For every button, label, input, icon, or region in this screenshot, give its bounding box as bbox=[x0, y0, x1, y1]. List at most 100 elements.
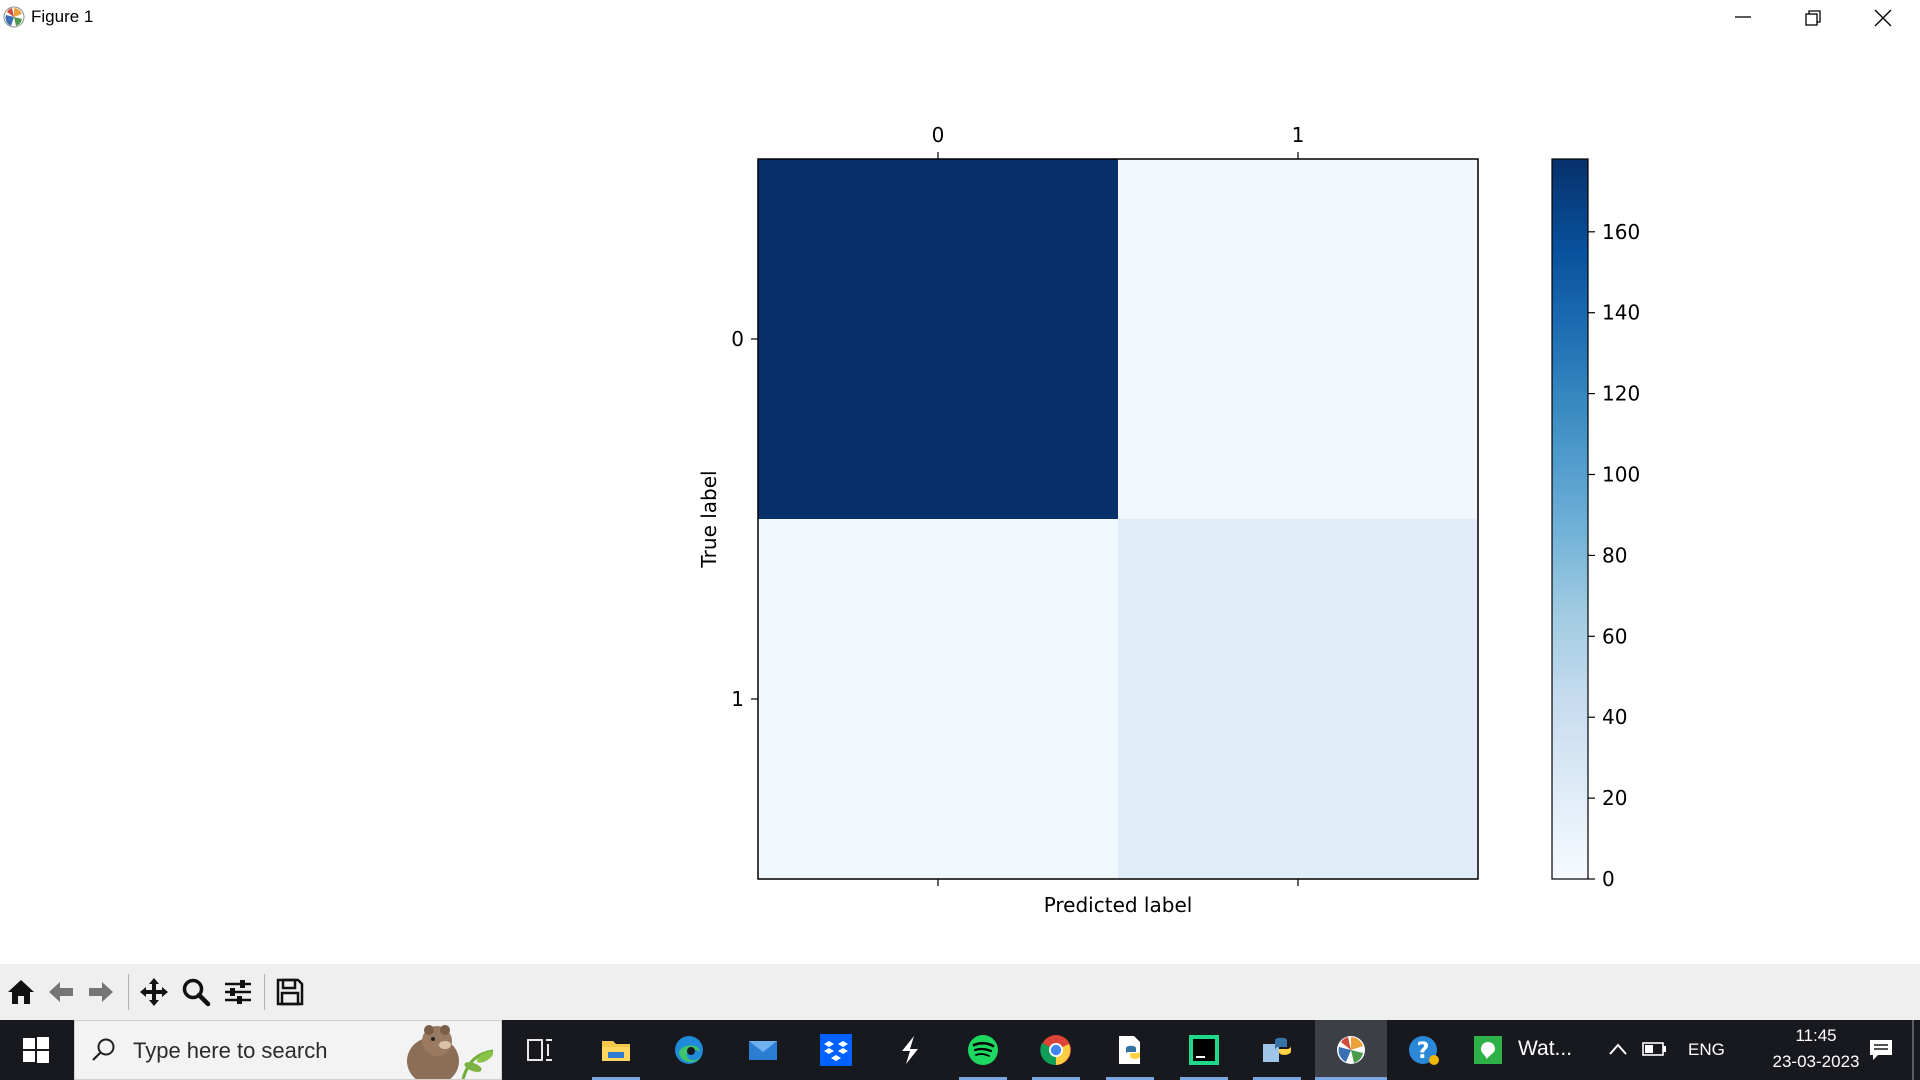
save-icon bbox=[276, 978, 304, 1006]
matplotlib-toolbar bbox=[0, 964, 1920, 1020]
chrome-button[interactable] bbox=[1020, 1020, 1092, 1080]
windows-logo-icon bbox=[23, 1037, 49, 1063]
file-explorer-button[interactable] bbox=[580, 1020, 652, 1080]
toolbar-separator bbox=[128, 974, 129, 1010]
back-icon bbox=[49, 982, 73, 1002]
configure-subplots-button[interactable] bbox=[221, 974, 255, 1010]
forward-button[interactable] bbox=[84, 974, 118, 1010]
y-axis-label: True label bbox=[697, 470, 721, 568]
dropbox-icon bbox=[820, 1034, 852, 1066]
y-ticks: 01 bbox=[731, 327, 758, 711]
close-button[interactable] bbox=[1849, 0, 1917, 36]
search-icon bbox=[92, 1038, 115, 1061]
clock-date[interactable]: 23-03-2023 bbox=[1772, 1052, 1860, 1071]
matplotlib-button[interactable] bbox=[1315, 1020, 1387, 1080]
zoom-icon bbox=[182, 978, 211, 1007]
running-indicator bbox=[1032, 1077, 1080, 1080]
whatsapp-label: Wat... bbox=[1518, 1037, 1573, 1060]
show-desktop-button[interactable] bbox=[1912, 1020, 1914, 1080]
restore-button[interactable] bbox=[1779, 0, 1847, 36]
python-launcher-button[interactable] bbox=[1241, 1020, 1313, 1080]
colorbar-tick-label: 80 bbox=[1602, 543, 1627, 567]
svg-text:?: ? bbox=[1417, 1039, 1430, 1064]
save-button[interactable] bbox=[273, 974, 307, 1010]
mail-icon bbox=[749, 1041, 777, 1060]
running-indicator bbox=[1180, 1077, 1228, 1080]
spotify-button[interactable] bbox=[947, 1020, 1019, 1080]
chrome-icon bbox=[1040, 1035, 1071, 1066]
colorbar-tick-label: 100 bbox=[1602, 463, 1640, 487]
colorbar-tick-label: 120 bbox=[1602, 382, 1640, 406]
language-indicator[interactable]: ENG bbox=[1688, 1040, 1725, 1059]
axes-frame bbox=[757, 158, 1479, 880]
toolbar-separator bbox=[264, 974, 265, 1010]
zoom-button[interactable] bbox=[179, 974, 213, 1010]
task-view-button[interactable] bbox=[504, 1020, 576, 1080]
pan-button[interactable] bbox=[137, 974, 171, 1010]
colorbar-tick-label: 20 bbox=[1602, 786, 1627, 810]
spotify-icon bbox=[968, 1035, 998, 1065]
help-button[interactable]: ? bbox=[1388, 1020, 1460, 1080]
dropbox-button[interactable] bbox=[800, 1020, 872, 1080]
edge-button[interactable] bbox=[653, 1020, 725, 1080]
python-file-icon bbox=[1119, 1036, 1140, 1064]
y-tick-label: 1 bbox=[731, 687, 744, 711]
minimize-button[interactable] bbox=[1709, 0, 1777, 36]
running-indicator bbox=[1106, 1077, 1154, 1080]
back-button[interactable] bbox=[44, 974, 78, 1010]
pycharm-icon bbox=[1189, 1035, 1219, 1065]
app-s-icon bbox=[902, 1036, 918, 1064]
python-file-button[interactable] bbox=[1094, 1020, 1166, 1080]
minimize-icon bbox=[1735, 16, 1751, 18]
clock-time[interactable]: 11:45 bbox=[1795, 1026, 1837, 1045]
colorbar bbox=[1551, 158, 1589, 880]
file-explorer-icon bbox=[602, 1041, 630, 1061]
windows-taskbar: Type here to search bbox=[0, 1020, 1920, 1080]
system-tray: ENG 11:45 23-03-2023 bbox=[1600, 1020, 1920, 1080]
pan-icon bbox=[140, 978, 168, 1006]
running-indicator bbox=[1315, 1077, 1387, 1080]
home-icon bbox=[8, 980, 34, 1004]
colorbar-ticks: 0 20 40 60 80 100 120 140 160 bbox=[1588, 220, 1640, 891]
x-axis-label: Predicted label bbox=[1044, 893, 1193, 917]
start-button[interactable] bbox=[0, 1020, 72, 1080]
x-tick-label: 1 bbox=[1292, 123, 1305, 147]
matplotlib-app-icon bbox=[3, 6, 25, 28]
taskbar-search-box[interactable]: Type here to search bbox=[74, 1020, 502, 1080]
y-tick-label: 0 bbox=[731, 327, 744, 351]
configure-subplots-icon bbox=[225, 980, 251, 1004]
running-indicator bbox=[1253, 1077, 1301, 1080]
running-indicator bbox=[959, 1077, 1007, 1080]
app-s-button[interactable] bbox=[874, 1020, 946, 1080]
forward-icon bbox=[89, 982, 113, 1002]
battery-icon[interactable] bbox=[1642, 1040, 1668, 1058]
mail-button[interactable] bbox=[727, 1020, 799, 1080]
colorbar-tick-label: 140 bbox=[1602, 301, 1640, 325]
help-icon: ? bbox=[1409, 1036, 1439, 1065]
heatmap-cell-1-0 bbox=[758, 519, 1118, 879]
running-indicator bbox=[592, 1077, 640, 1080]
pycharm-button[interactable] bbox=[1168, 1020, 1240, 1080]
python-launcher-icon bbox=[1263, 1037, 1291, 1062]
home-button[interactable] bbox=[4, 974, 38, 1010]
task-view-icon bbox=[527, 1039, 552, 1061]
heatmap-cells bbox=[758, 159, 1478, 879]
chevron-up-icon[interactable] bbox=[1608, 1042, 1628, 1056]
heatmap-cell-0-0 bbox=[758, 159, 1118, 519]
notification-center-icon[interactable] bbox=[1868, 1037, 1894, 1063]
colorbar-tick-label: 160 bbox=[1602, 220, 1640, 244]
search-highlight-art bbox=[407, 1025, 494, 1079]
matplotlib-icon bbox=[1337, 1036, 1365, 1064]
restore-icon bbox=[1805, 10, 1821, 26]
colorbar-tick-label: 60 bbox=[1602, 624, 1627, 648]
window-titlebar: Figure 1 bbox=[0, 0, 1920, 36]
window-title: Figure 1 bbox=[31, 7, 94, 26]
colorbar-tick-label: 0 bbox=[1602, 867, 1615, 891]
heatmap-cell-0-1 bbox=[1118, 159, 1478, 519]
close-icon bbox=[1874, 9, 1892, 27]
whatsapp-button[interactable] bbox=[1466, 1020, 1592, 1080]
whatsapp-icon bbox=[1474, 1036, 1502, 1064]
